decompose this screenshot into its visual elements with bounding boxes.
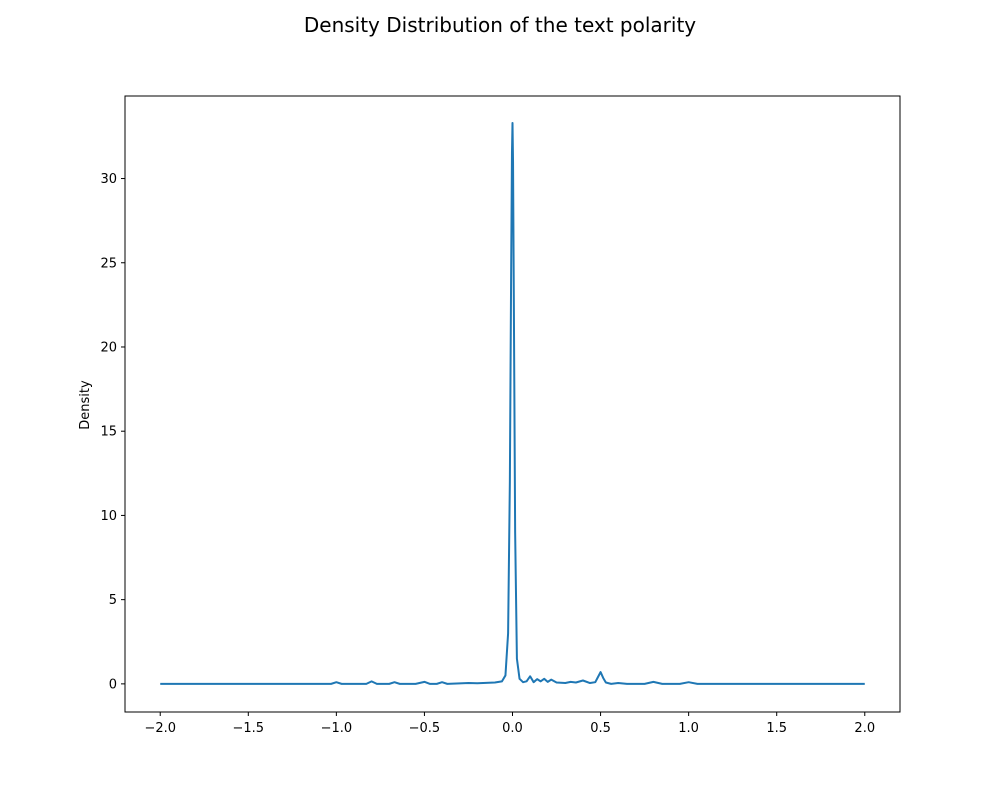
x-tick-label: 0.5 <box>590 721 611 736</box>
x-tick-label: −1.0 <box>321 721 353 736</box>
x-tick-label: −0.5 <box>409 721 441 736</box>
y-tick-label: 30 <box>100 172 117 187</box>
density-line <box>160 121 865 685</box>
y-axis: 0 5 10 15 20 25 30 <box>100 172 125 692</box>
x-tick-label: −1.5 <box>233 721 265 736</box>
x-tick-label: 1.5 <box>766 721 787 736</box>
y-axis-label: Density <box>78 380 93 430</box>
y-tick-label: 10 <box>100 509 117 524</box>
x-tick-label: −2.0 <box>144 721 176 736</box>
plot-frame <box>124 95 901 713</box>
x-tick-label: 2.0 <box>854 721 875 736</box>
y-tick-label: 5 <box>109 593 117 608</box>
y-tick-label: 25 <box>100 256 117 271</box>
chart-title: Density Distribution of the text polarit… <box>304 13 696 37</box>
x-axis: −2.0 −1.5 −1.0 −0.5 0.0 0.5 1.0 1.5 2.0 <box>144 712 875 736</box>
series-group <box>160 121 865 685</box>
y-tick-label: 0 <box>109 677 117 692</box>
y-tick-label: 15 <box>100 425 117 440</box>
x-tick-label: 0.0 <box>502 721 523 736</box>
x-tick-label: 1.0 <box>678 721 699 736</box>
y-tick-label: 20 <box>100 340 117 355</box>
